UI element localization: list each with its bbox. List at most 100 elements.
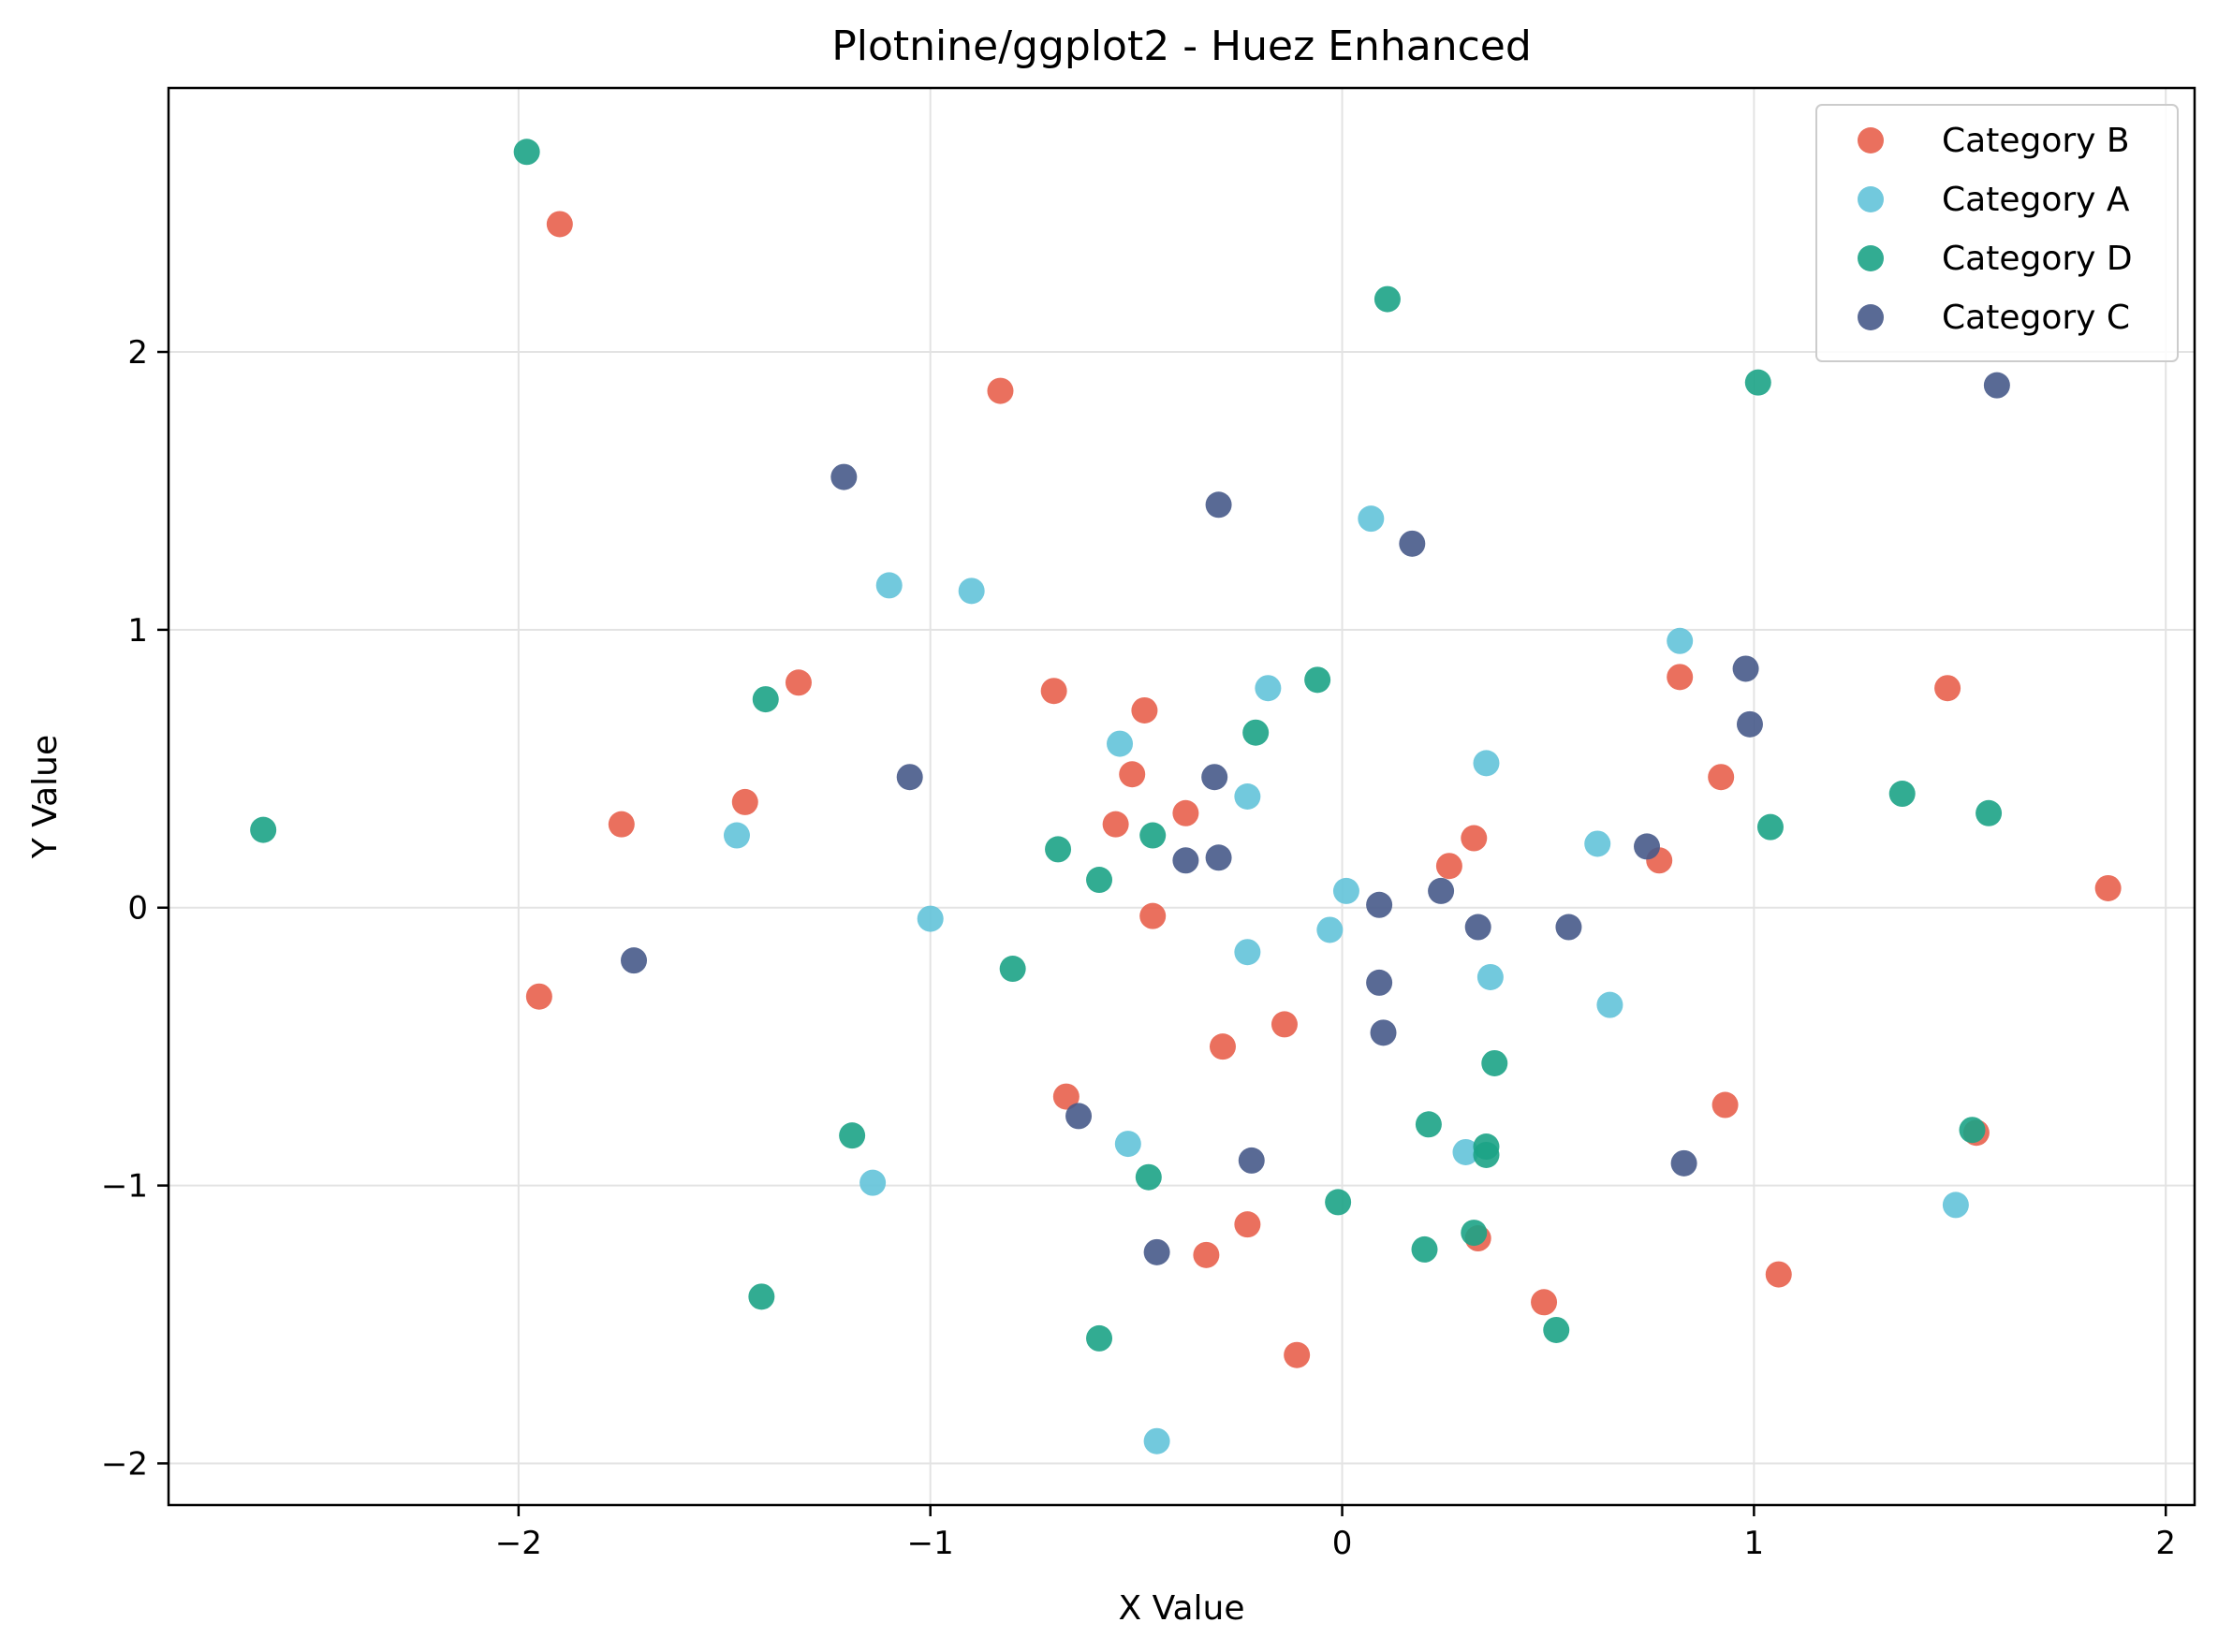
data-point: [1435, 853, 1462, 880]
data-point: [731, 788, 758, 815]
data-point: [513, 139, 540, 166]
data-point: [1415, 1111, 1442, 1138]
data-point: [1234, 1211, 1261, 1238]
data-point: [2094, 874, 2122, 901]
x-tick-label: 0: [1332, 1525, 1353, 1562]
data-point: [987, 377, 1014, 404]
data-point: [917, 905, 944, 932]
plot-frame: [167, 86, 2196, 1507]
data-point: [621, 947, 648, 974]
data-point: [546, 211, 573, 238]
x-tick-label: 1: [1744, 1525, 1765, 1562]
data-point: [1473, 750, 1500, 777]
data-point: [1370, 1019, 1397, 1046]
data-point: [1736, 710, 1763, 738]
data-point: [1732, 655, 1759, 682]
axis-ticks: −2 −1 0 1 2 −2 −1 0 1 2: [101, 334, 2176, 1562]
data-point: [1756, 813, 1784, 841]
data-point: [1765, 1261, 1792, 1288]
legend-label: Category D: [1942, 240, 2133, 278]
y-tick-label: 2: [127, 334, 148, 372]
data-point: [1411, 1235, 1438, 1263]
data-point: [1461, 825, 1488, 852]
data-point: [1143, 1427, 1170, 1455]
data-point: [1172, 847, 1199, 874]
data-point: [1942, 1191, 1969, 1219]
legend-marker: [1858, 186, 1884, 212]
data-point: [1934, 675, 1961, 702]
data-point: [830, 463, 858, 490]
data-points: [250, 139, 2122, 1455]
data-point: [1284, 1341, 1311, 1368]
data-point: [1708, 764, 1735, 791]
data-point: [1107, 730, 1134, 757]
data-point: [1209, 1033, 1236, 1060]
data-point: [1045, 836, 1072, 863]
data-point: [1983, 372, 2010, 399]
data-point: [1131, 696, 1158, 724]
data-point: [1464, 914, 1491, 941]
legend-marker: [1858, 127, 1884, 154]
data-point: [1476, 963, 1504, 990]
data-point: [1114, 1131, 1141, 1158]
data-point: [752, 686, 779, 713]
data-point: [1304, 666, 1331, 694]
x-tick-label: 2: [2155, 1525, 2176, 1562]
data-point: [859, 1169, 887, 1196]
data-point: [1399, 530, 1426, 557]
legend-marker: [1858, 304, 1884, 330]
data-point: [1242, 719, 1270, 746]
data-point: [1711, 1091, 1739, 1118]
data-point: [1234, 939, 1261, 966]
data-point: [1325, 1189, 1352, 1216]
data-point: [1473, 1141, 1500, 1168]
data-point: [896, 764, 923, 791]
data-point: [1086, 1324, 1113, 1352]
data-point: [1234, 783, 1261, 810]
data-point: [785, 669, 812, 696]
data-point: [525, 983, 552, 1010]
data-point: [1193, 1241, 1220, 1268]
x-tick-label: −2: [495, 1525, 542, 1562]
data-point: [1119, 761, 1146, 788]
data-point: [1255, 675, 1282, 702]
y-tick-label: −2: [101, 1445, 148, 1483]
legend-label: Category A: [1942, 181, 2130, 219]
y-tick-label: 0: [127, 890, 148, 928]
data-point: [1596, 991, 1623, 1018]
legend-label: Category C: [1942, 299, 2130, 337]
x-axis-label: X Value: [1119, 1589, 1245, 1628]
data-point: [875, 572, 903, 599]
legend-box: [1815, 104, 2179, 362]
data-point: [1139, 902, 1167, 929]
data-point: [1428, 877, 1455, 904]
data-point: [1052, 1083, 1080, 1110]
data-point: [1358, 505, 1385, 533]
data-point: [1332, 877, 1359, 904]
data-point: [999, 956, 1026, 983]
data-point: [1238, 1147, 1265, 1174]
data-point: [1316, 916, 1344, 943]
data-point: [1086, 867, 1113, 894]
data-point: [1205, 844, 1232, 871]
data-point: [1667, 664, 1694, 691]
y-tick-label: −1: [101, 1168, 148, 1206]
data-point: [1201, 764, 1228, 791]
data-point: [1139, 822, 1167, 849]
data-point: [1366, 969, 1393, 996]
legend: Category B Category A Category D Category C: [1815, 104, 2179, 362]
data-point: [1584, 830, 1611, 857]
data-point: [1452, 1138, 1479, 1165]
data-point: [1481, 1049, 1508, 1076]
data-point: [1667, 627, 1694, 654]
data-point: [1670, 1149, 1697, 1177]
data-point: [1102, 811, 1129, 838]
data-point: [958, 577, 985, 605]
data-point: [250, 816, 277, 843]
data-point: [1040, 678, 1067, 705]
chart-title: Plotnine/ggplot2 - Huez Enhanced: [831, 22, 1532, 70]
y-axis-label: Y Value: [26, 735, 65, 859]
data-point: [1555, 914, 1582, 941]
legend-label: Category B: [1942, 122, 2130, 160]
data-point: [608, 811, 635, 838]
